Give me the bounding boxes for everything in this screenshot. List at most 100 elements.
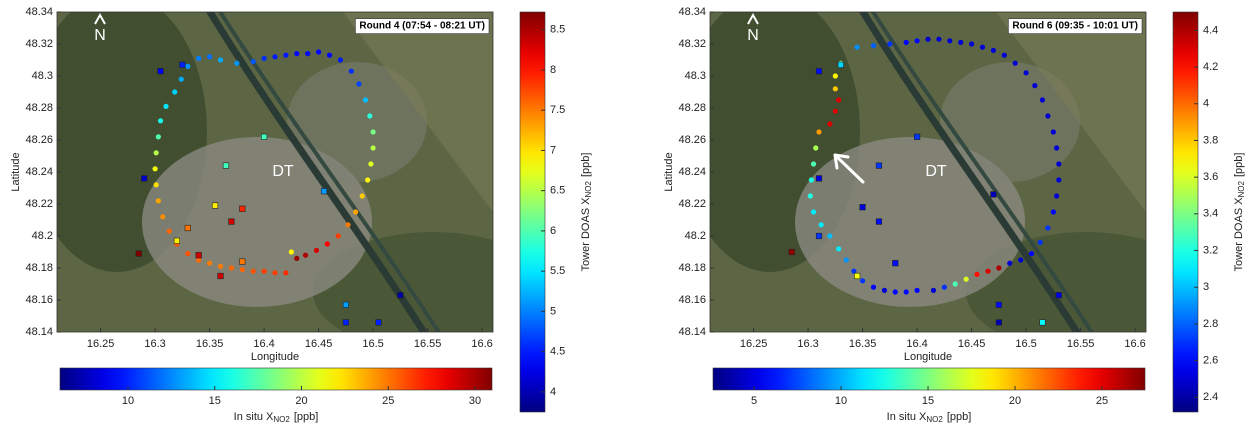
track-point xyxy=(250,268,256,274)
station xyxy=(342,319,349,326)
track-point xyxy=(843,257,849,263)
track-point xyxy=(217,57,224,63)
station xyxy=(815,68,823,75)
track-point xyxy=(963,276,969,282)
y-tick-label: 48.16 xyxy=(678,294,706,306)
track-point xyxy=(1056,161,1062,167)
track-point xyxy=(1050,209,1056,215)
track-point xyxy=(813,145,819,151)
station-colorbar xyxy=(59,367,493,391)
colorbar-tick-label: 4 xyxy=(550,386,556,398)
colorbar-tick-label: 2.6 xyxy=(1203,355,1218,367)
track-point xyxy=(808,177,814,183)
station xyxy=(222,162,230,169)
colorbar-tick-label: 3.2 xyxy=(1203,244,1218,256)
colorbar-tick-label: 6.5 xyxy=(550,185,565,197)
station xyxy=(990,191,997,198)
label-subscript: NO2 xyxy=(926,415,943,424)
station xyxy=(837,61,844,68)
track-point xyxy=(952,281,958,287)
track-point xyxy=(881,287,888,293)
station-colorbar xyxy=(712,367,1146,391)
label-subscript: NO2 xyxy=(584,180,593,197)
track-point xyxy=(836,246,842,252)
x-tick-label: 16.4 xyxy=(906,338,927,350)
label-unit: [ppb] xyxy=(947,411,971,423)
station xyxy=(141,175,148,182)
track-point xyxy=(1018,257,1024,263)
x-tick-label: 16.4 xyxy=(253,338,274,350)
y-tick-label: 48.26 xyxy=(25,134,53,146)
colorbar xyxy=(1172,11,1199,413)
track-point xyxy=(217,263,224,269)
label-unit: [ppb] xyxy=(294,411,318,423)
track-point xyxy=(807,193,813,199)
station xyxy=(179,61,186,68)
track-point xyxy=(969,41,975,47)
track-point xyxy=(947,38,953,44)
track-point xyxy=(324,241,330,247)
y-tick-label: 48.32 xyxy=(678,38,706,50)
track-point xyxy=(152,166,158,172)
station-colorbar-tick-label: 20 xyxy=(295,395,307,407)
x-tick-label: 16.55 xyxy=(414,338,442,350)
station xyxy=(815,175,823,182)
station xyxy=(397,292,404,299)
colorbar xyxy=(519,11,546,413)
y-tick-label: 48.2 xyxy=(685,230,706,242)
y-tick-label: 48.28 xyxy=(25,102,53,114)
track-point xyxy=(272,270,278,276)
river xyxy=(858,12,1081,332)
label-text: In situ X xyxy=(887,411,927,423)
track-point xyxy=(185,63,191,69)
colorbar-tick-label: 3.4 xyxy=(1203,208,1218,220)
track-point xyxy=(345,222,351,228)
track-point xyxy=(810,209,817,215)
colorbar-label: Tower DOAS XNO2 [ppb] xyxy=(1233,153,1246,272)
label-subscript: NO2 xyxy=(1237,180,1246,197)
track-point xyxy=(1007,260,1013,266)
track-point xyxy=(153,182,159,188)
track-point xyxy=(178,76,184,82)
y-tick-label: 48.24 xyxy=(678,166,706,178)
x-tick-label: 16.25 xyxy=(87,338,115,350)
station xyxy=(239,258,246,265)
track-point xyxy=(288,249,294,255)
track-point xyxy=(348,68,354,74)
station xyxy=(854,272,861,280)
track-point xyxy=(196,55,202,62)
track-point xyxy=(163,103,169,109)
x-tick-label: 16.45 xyxy=(958,338,986,350)
track-point xyxy=(827,121,833,127)
y-tick-label: 48.22 xyxy=(25,198,53,210)
track-point xyxy=(362,97,369,103)
y-axis-label: Latitude xyxy=(10,152,22,191)
track-point xyxy=(370,129,376,135)
colorbar-tick-label: 2.8 xyxy=(1203,318,1218,330)
colorbar-label: Tower DOAS XNO2 [ppb] xyxy=(580,153,593,272)
y-tick-label: 48.14 xyxy=(678,326,706,338)
map-background xyxy=(57,12,493,332)
river xyxy=(870,12,1095,332)
track-point xyxy=(370,145,376,151)
track-point xyxy=(155,134,161,140)
track-point xyxy=(166,228,172,234)
track-point xyxy=(196,257,202,263)
station xyxy=(913,133,921,140)
station xyxy=(375,319,382,326)
colorbar-tick-label: 5 xyxy=(550,305,556,317)
station-colorbar-tick-label: 10 xyxy=(122,395,134,407)
label-text: Tower DOAS X xyxy=(580,197,592,272)
track-point xyxy=(261,55,267,62)
x-tick-label: 16.3 xyxy=(144,338,165,350)
station xyxy=(788,248,795,256)
station xyxy=(228,218,235,225)
x-tick-label: 16.45 xyxy=(305,338,333,350)
track-point xyxy=(228,265,234,271)
station xyxy=(195,252,202,259)
x-tick-label: 16.55 xyxy=(1067,338,1095,350)
track-point xyxy=(903,289,909,295)
track-point xyxy=(160,214,166,220)
station xyxy=(1039,319,1046,326)
track-point xyxy=(1045,113,1051,119)
